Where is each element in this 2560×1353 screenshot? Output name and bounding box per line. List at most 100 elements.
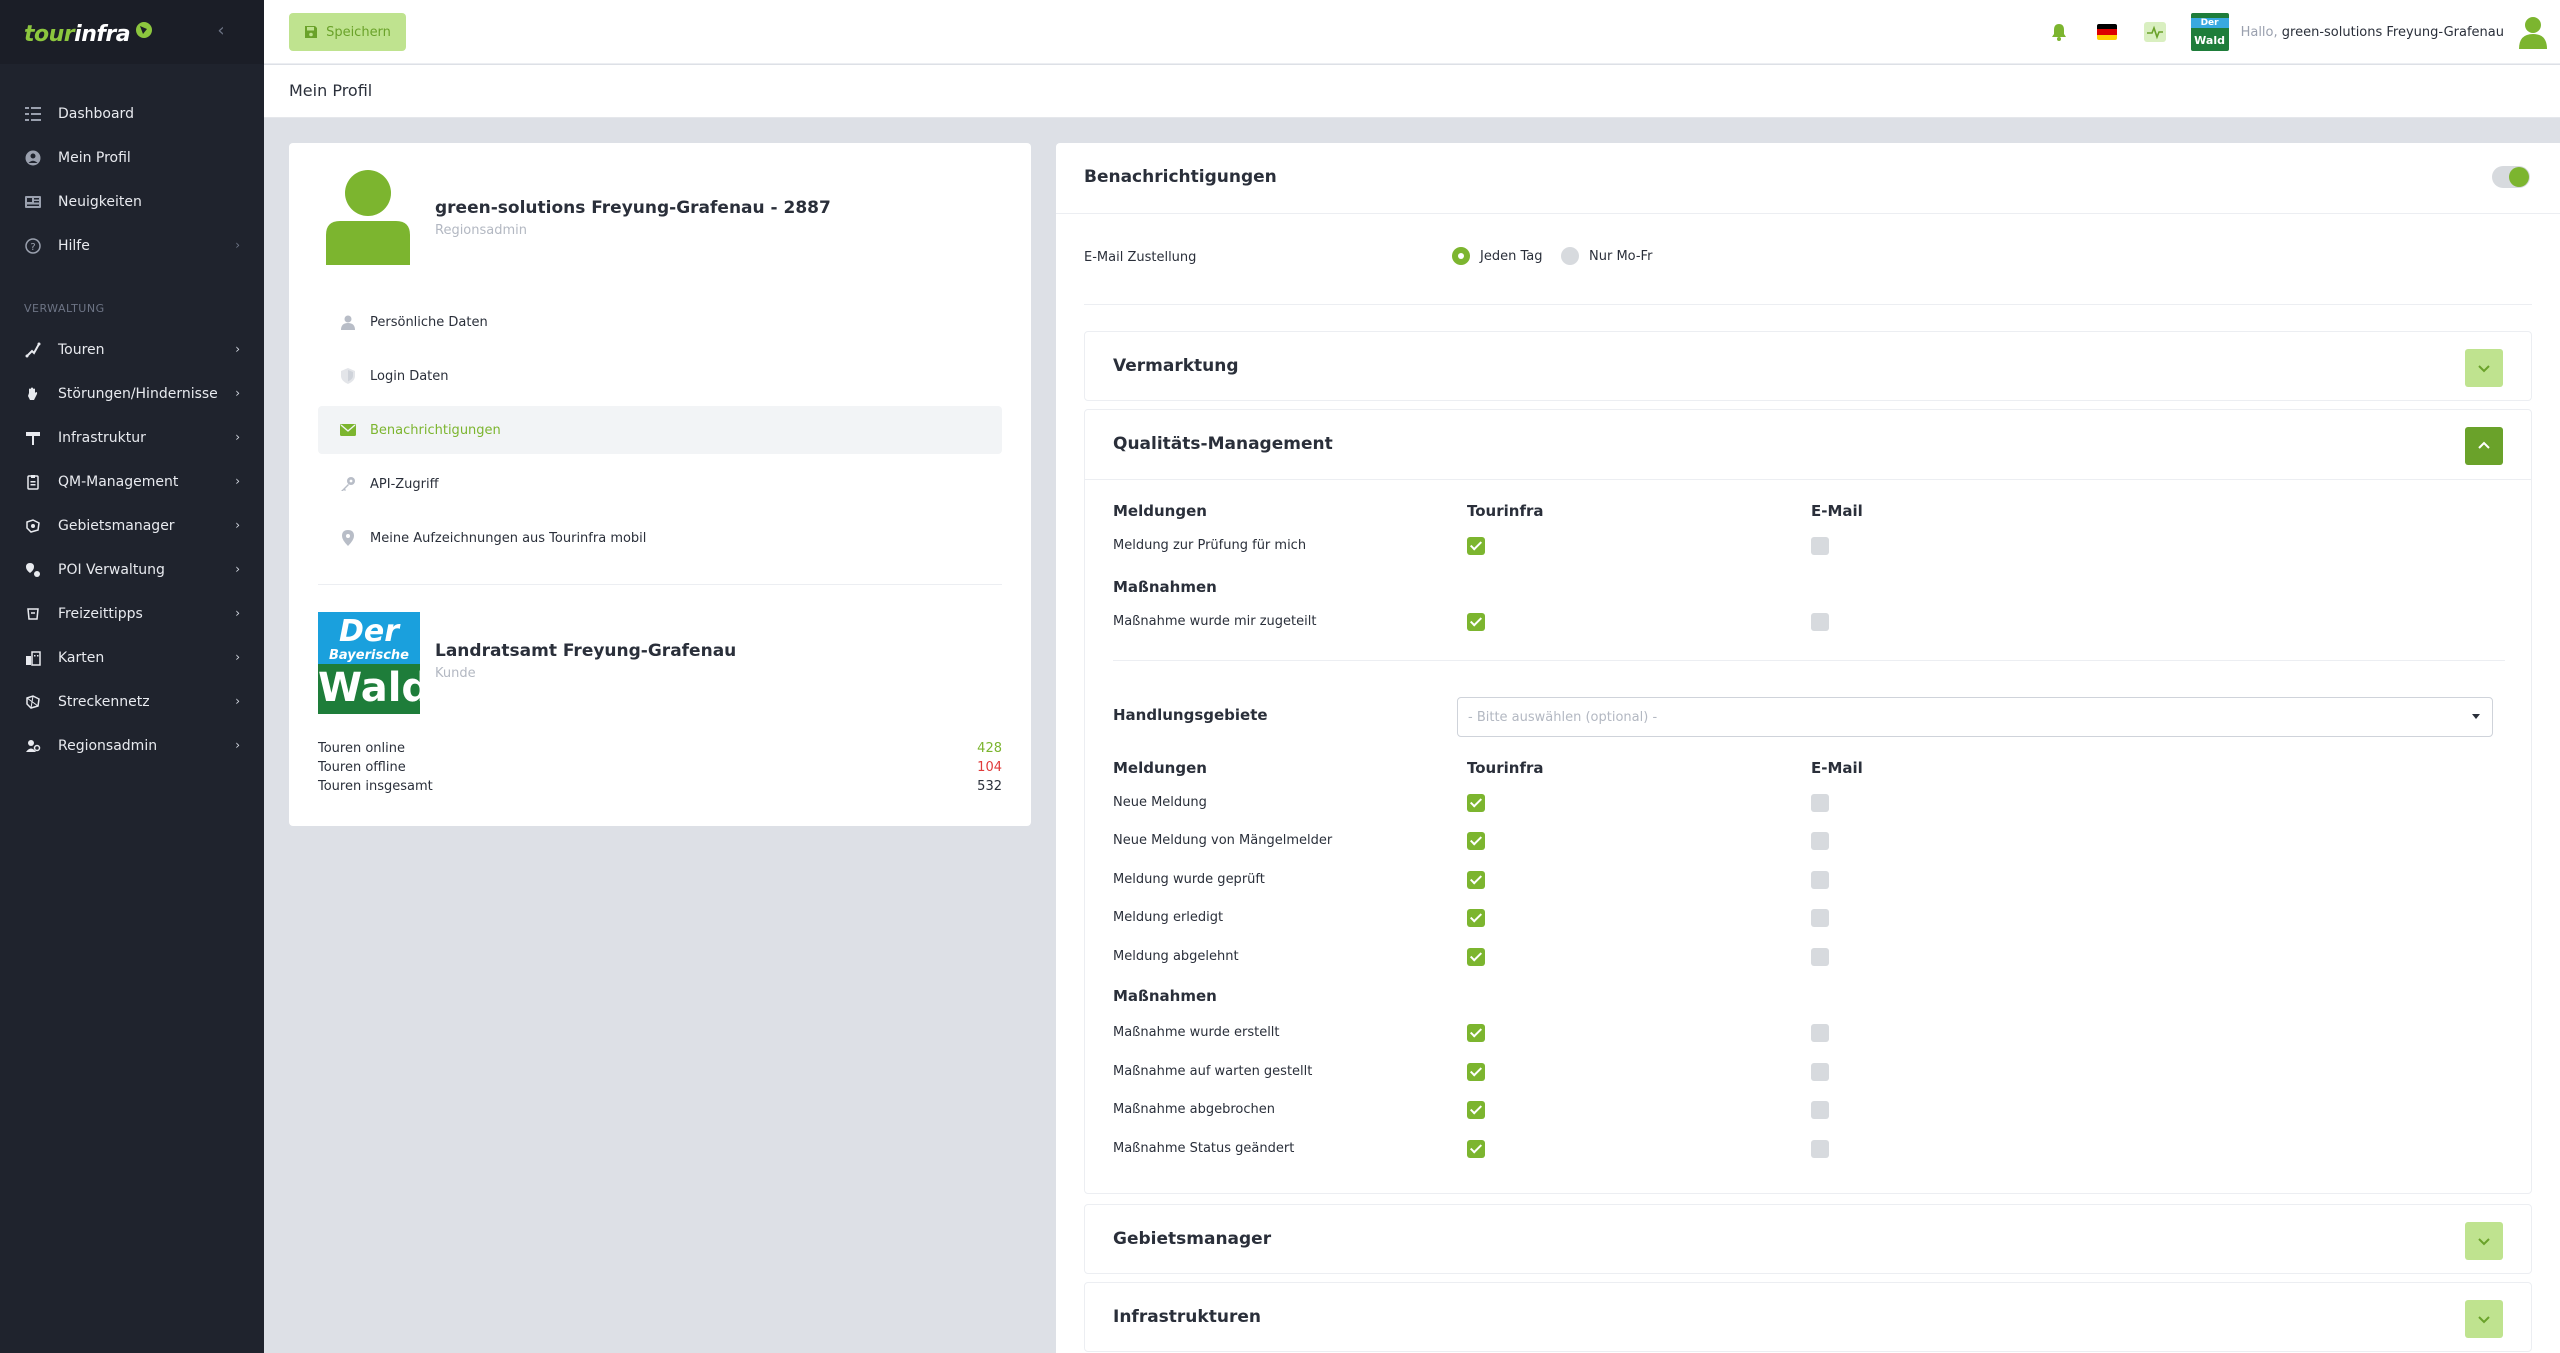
sidebar-item-regionsadmin[interactable]: Regionsadmin › <box>0 724 264 768</box>
sidebar-item-stoerungen[interactable]: Störungen/Hindernisse › <box>0 372 264 416</box>
caret-down-icon <box>2472 714 2480 719</box>
sidebar-item-poi-verwaltung[interactable]: POI Verwaltung › <box>0 548 264 592</box>
section-header[interactable]: Infrastrukturen <box>1085 1283 2531 1353</box>
sidebar-item-dashboard[interactable]: Dashboard <box>0 92 264 136</box>
checkbox-tourinfra[interactable] <box>1467 537 1485 555</box>
handlungsgebiete-label: Handlungsgebiete <box>1113 706 1268 724</box>
divider <box>1113 660 2505 661</box>
expand-button[interactable] <box>2465 349 2503 387</box>
menu-item-label: Benachrichtigungen <box>370 422 501 438</box>
column-header-meldungen: Meldungen <box>1113 759 1207 777</box>
sidebar-item-hilfe[interactable]: ? Hilfe › <box>0 224 264 268</box>
greeting-prefix: Hallo, <box>2240 24 2278 40</box>
checkbox-email[interactable] <box>1811 794 1829 812</box>
sidebar-item-freizeittipps[interactable]: Freizeittipps › <box>0 592 264 636</box>
row-label: Maßnahme Status geändert <box>1113 1141 1295 1156</box>
region-logo[interactable]: Der Wald <box>2190 13 2229 51</box>
checkbox-email[interactable] <box>1811 1140 1829 1158</box>
profile-menu: Persönliche Daten Login Daten Benachrich… <box>318 298 1002 568</box>
checkbox-email[interactable] <box>1811 1101 1829 1119</box>
menu-item-benachrichtigungen[interactable]: Benachrichtigungen <box>318 406 1002 454</box>
sidebar-item-neuigkeiten[interactable]: Neuigkeiten <box>0 180 264 224</box>
checkbox-email[interactable] <box>1811 537 1829 555</box>
row-label: Neue Meldung von Mängelmelder <box>1113 833 1333 848</box>
brand-logo[interactable]: tour infra <box>24 18 154 50</box>
activity-icon[interactable] <box>2143 20 2167 44</box>
checkbox-tourinfra[interactable] <box>1467 794 1485 812</box>
checkbox-email[interactable] <box>1811 909 1829 927</box>
sidebar-header <box>0 0 264 64</box>
checkbox-tourinfra[interactable] <box>1467 1024 1485 1042</box>
sidebar-item-label: POI Verwaltung <box>58 562 165 578</box>
german-flag-icon[interactable] <box>2095 20 2119 44</box>
expand-button[interactable] <box>2465 1222 2503 1260</box>
sidebar-item-label: Freizeittipps <box>58 606 143 622</box>
checkbox-tourinfra[interactable] <box>1467 832 1485 850</box>
chevron-up-icon <box>2478 441 2490 449</box>
notifications-toggle[interactable] <box>2492 166 2530 188</box>
checkbox-email[interactable] <box>1811 613 1829 631</box>
checkbox-email[interactable] <box>1811 948 1829 966</box>
menu-item-api-zugriff[interactable]: API-Zugriff <box>318 460 1002 508</box>
checkbox-tourinfra[interactable] <box>1467 948 1485 966</box>
checkbox-email[interactable] <box>1811 1063 1829 1081</box>
route-icon <box>24 341 42 359</box>
checkbox-email[interactable] <box>1811 1024 1829 1042</box>
sidebar-item-touren[interactable]: Touren › <box>0 328 264 372</box>
save-button[interactable]: Speichern <box>289 13 406 51</box>
checkbox-tourinfra[interactable] <box>1467 1140 1485 1158</box>
sidebar-item-label: Infrastruktur <box>58 430 146 446</box>
radio-jeden-tag[interactable]: Jeden Tag <box>1452 247 1542 265</box>
user-avatar-icon[interactable] <box>2516 15 2550 49</box>
leisure-icon <box>24 605 42 623</box>
column-header-email: E-Mail <box>1811 502 1863 520</box>
sidebar-item-streckennetz[interactable]: Streckennetz › <box>0 680 264 724</box>
checkbox-tourinfra[interactable] <box>1467 871 1485 889</box>
section-header[interactable]: Vermarktung <box>1085 332 2531 402</box>
section-header[interactable]: Qualitäts-Management <box>1085 410 2531 480</box>
collapse-button[interactable] <box>2465 427 2503 465</box>
menu-item-login-daten[interactable]: Login Daten <box>318 352 1002 400</box>
news-icon <box>24 193 42 211</box>
column-header-tourinfra: Tourinfra <box>1467 759 1544 777</box>
notifications-card: Benachrichtigungen E-Mail Zustellung Jed… <box>1056 143 2560 1353</box>
sidebar-item-mein-profil[interactable]: Mein Profil <box>0 136 264 180</box>
email-delivery-label: E-Mail Zustellung <box>1084 250 1197 265</box>
sidebar-item-infrastruktur[interactable]: Infrastruktur › <box>0 416 264 460</box>
checkbox-tourinfra[interactable] <box>1467 1101 1485 1119</box>
section-title: Vermarktung <box>1113 356 1239 376</box>
checkbox-email[interactable] <box>1811 832 1829 850</box>
topbar-right: Der Wald Hallo, green-solutions Freyung-… <box>2047 0 2560 64</box>
chevron-right-icon: › <box>235 518 240 532</box>
region-admin-icon <box>24 737 42 755</box>
clipboard-icon <box>24 473 42 491</box>
stat-label: Touren offline <box>318 760 406 775</box>
checkbox-tourinfra[interactable] <box>1467 909 1485 927</box>
radio-checked-icon <box>1452 247 1470 265</box>
chevron-right-icon: › <box>235 738 240 752</box>
handlungsgebiete-select[interactable]: - Bitte auswählen (optional) - <box>1457 697 2493 737</box>
checkbox-tourinfra[interactable] <box>1467 1063 1485 1081</box>
sidebar-item-label: Mein Profil <box>58 150 131 166</box>
sidebar-item-qm-management[interactable]: QM-Management › <box>0 460 264 504</box>
poi-icon <box>24 561 42 579</box>
menu-item-label: Meine Aufzeichnungen aus Tourinfra mobil <box>370 530 647 546</box>
checkbox-tourinfra[interactable] <box>1467 613 1485 631</box>
sidebar-item-label: Dashboard <box>58 106 134 122</box>
menu-item-aufzeichnungen[interactable]: Meine Aufzeichnungen aus Tourinfra mobil <box>318 514 1002 562</box>
brand-logo-part1: tour <box>24 21 75 47</box>
expand-button[interactable] <box>2465 1300 2503 1338</box>
sidebar-item-gebietsmanager[interactable]: Gebietsmanager › <box>0 504 264 548</box>
menu-item-persoenliche-daten[interactable]: Persönliche Daten <box>318 298 1002 346</box>
bell-icon[interactable] <box>2047 20 2071 44</box>
sidebar-item-label: Touren <box>58 342 105 358</box>
section-header[interactable]: Gebietsmanager <box>1085 1205 2531 1275</box>
checkbox-email[interactable] <box>1811 871 1829 889</box>
save-button-label: Speichern <box>326 24 391 40</box>
sidebar-item-karten[interactable]: Karten › <box>0 636 264 680</box>
radio-nur-mo-fr[interactable]: Nur Mo-Fr <box>1561 247 1652 265</box>
sidebar-collapse-icon[interactable]: ‹ <box>217 20 225 41</box>
stat-label: Touren online <box>318 741 406 756</box>
sidebar-item-label: Neuigkeiten <box>58 194 142 210</box>
row-label: Meldung zur Prüfung für mich <box>1113 538 1307 553</box>
